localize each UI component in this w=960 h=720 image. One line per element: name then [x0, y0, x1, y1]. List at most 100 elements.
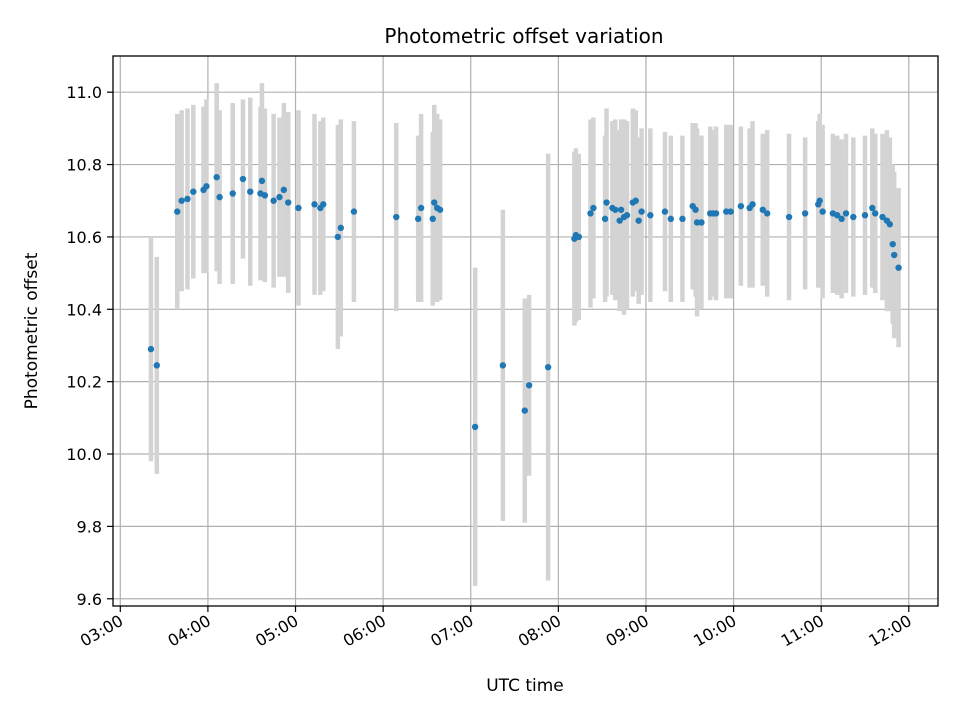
x-tick-label: 09:00	[603, 611, 652, 651]
data-point	[889, 240, 896, 248]
plot-frame	[112, 55, 939, 607]
data-point	[635, 217, 642, 224]
data-point	[603, 199, 610, 206]
data-point	[647, 212, 654, 219]
y-tick-label: 11.0	[66, 83, 102, 102]
data-point	[638, 208, 645, 215]
data-point	[431, 199, 438, 206]
data-point	[617, 206, 625, 213]
data-point	[203, 183, 210, 190]
data-point	[229, 190, 236, 197]
data-point	[601, 215, 609, 223]
data-point	[890, 251, 898, 259]
data-point	[759, 206, 766, 213]
data-point	[213, 174, 220, 181]
data-point	[727, 208, 734, 215]
data-point	[879, 213, 886, 221]
data-point	[521, 407, 528, 414]
data-point	[623, 212, 631, 219]
data-point	[895, 264, 902, 271]
data-point	[692, 206, 699, 213]
data-point	[861, 212, 869, 219]
data-point	[712, 210, 720, 217]
data-point	[632, 197, 639, 204]
data-point	[886, 221, 894, 228]
data-point	[429, 215, 436, 223]
data-point	[801, 210, 809, 217]
data-point	[737, 202, 745, 210]
data-point	[350, 208, 358, 215]
data-point	[590, 204, 597, 212]
chart-title: Photometric offset variation	[384, 24, 663, 48]
x-tick-label: 05:00	[252, 611, 301, 651]
data-point	[280, 186, 288, 194]
y-tick-label: 10.6	[66, 228, 102, 247]
y-tick-label: 10.2	[66, 373, 102, 392]
y-tick-label: 9.8	[77, 517, 102, 536]
data-point	[544, 363, 552, 371]
data-point	[334, 233, 342, 241]
data-point	[174, 208, 181, 215]
y-axis-ticks: 9.6 9.8 10.0 10.2 10.4 10.6 10.8 11.0	[66, 83, 113, 609]
data-point	[393, 213, 400, 221]
data-point	[816, 197, 823, 204]
x-tick-label: 06:00	[340, 611, 389, 651]
data-point	[723, 208, 730, 215]
data-point	[190, 188, 197, 195]
data-point	[575, 233, 582, 241]
data-point	[667, 215, 674, 223]
data-point	[270, 197, 277, 204]
data-point	[850, 213, 857, 221]
x-tick-label: 07:00	[427, 611, 476, 651]
data-point	[838, 215, 845, 223]
data-point	[693, 219, 701, 226]
data-point	[147, 345, 155, 353]
data-point	[239, 175, 247, 183]
data-point	[869, 204, 876, 212]
data-point	[499, 362, 507, 369]
data-point	[295, 204, 302, 212]
data-points	[147, 174, 902, 431]
x-tick-label: 04:00	[164, 611, 213, 651]
data-point	[872, 210, 879, 217]
data-point	[414, 215, 422, 223]
data-point	[679, 215, 686, 223]
data-point	[749, 201, 756, 208]
y-tick-label: 10.8	[66, 156, 102, 175]
data-point	[785, 213, 793, 221]
data-point	[417, 204, 425, 212]
data-point	[247, 188, 254, 195]
data-point	[216, 193, 223, 201]
data-point	[178, 197, 185, 204]
data-point	[320, 201, 327, 208]
data-point	[763, 210, 771, 217]
x-axis-label: UTC time	[486, 676, 564, 696]
data-point	[337, 224, 344, 232]
error-bars	[148, 83, 901, 587]
data-point	[311, 201, 318, 208]
data-point	[261, 192, 269, 199]
data-point	[587, 210, 594, 217]
data-point	[698, 219, 705, 226]
data-point	[842, 210, 850, 217]
data-point	[471, 423, 479, 431]
data-point	[184, 195, 191, 203]
data-point	[436, 206, 444, 213]
data-point	[153, 362, 161, 369]
y-tick-label: 10.4	[66, 300, 102, 319]
data-point	[819, 208, 826, 215]
x-tick-label: 12:00	[865, 611, 914, 651]
x-tick-label: 11:00	[778, 611, 827, 651]
x-tick-label: 03:00	[77, 611, 126, 651]
x-tick-label: 10:00	[690, 611, 739, 651]
y-axis-label: Photometric offset	[22, 252, 42, 409]
data-point	[661, 208, 669, 215]
data-point	[258, 177, 266, 185]
y-tick-label: 9.6	[77, 590, 102, 609]
data-point	[276, 193, 283, 201]
data-point	[525, 382, 533, 389]
y-tick-label: 10.0	[66, 445, 102, 464]
data-point	[834, 212, 841, 219]
x-axis-ticks: 03:00 04:00 05:00 06:00 07:00 08:00 09:00 10:00…	[77, 606, 915, 651]
